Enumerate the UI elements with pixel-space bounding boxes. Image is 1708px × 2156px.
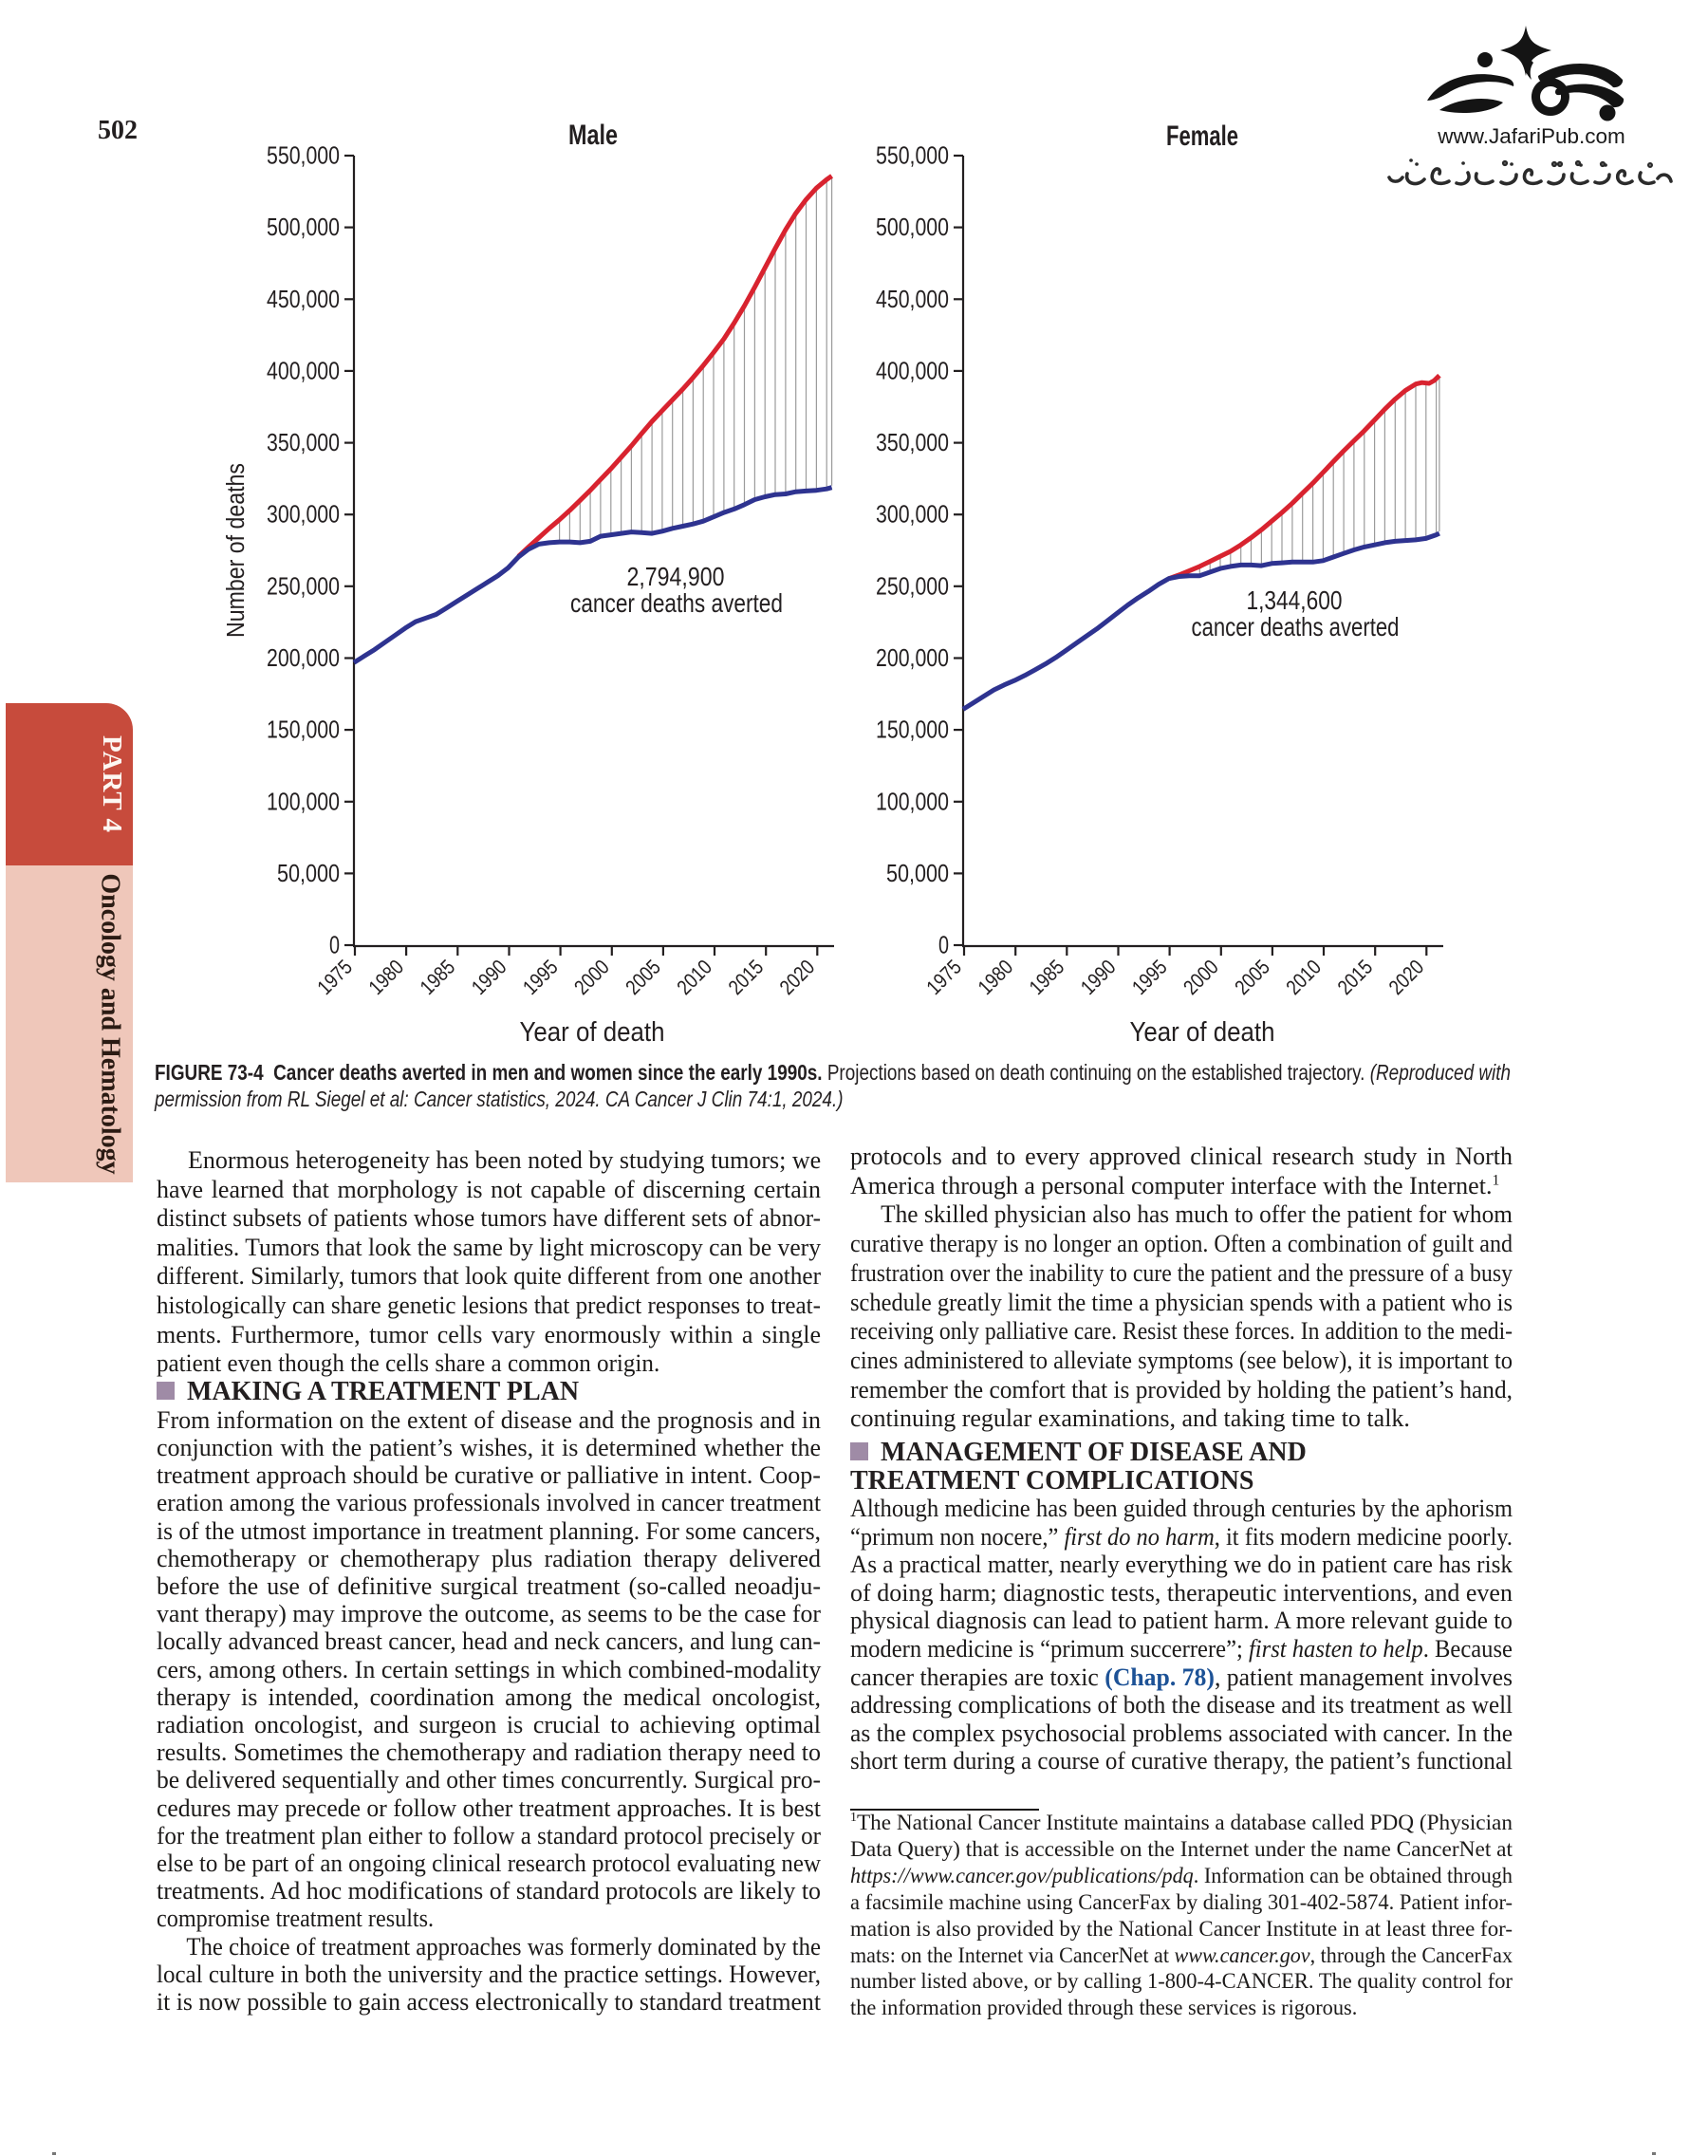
svg-text:2000: 2000	[569, 955, 614, 999]
svg-text:Year of death: Year of death	[520, 1017, 665, 1048]
svg-text:cancer deaths averted: cancer deaths averted	[1192, 612, 1400, 641]
svg-text:150,000: 150,000	[267, 717, 340, 744]
svg-text:2005: 2005	[1230, 955, 1274, 999]
svg-text:www.JafariPub.com: www.JafariPub.com	[1437, 124, 1625, 148]
svg-text:350,000: 350,000	[267, 430, 340, 456]
svg-text:1995: 1995	[518, 955, 563, 999]
svg-text:0: 0	[329, 933, 340, 959]
svg-text:300,000: 300,000	[876, 502, 949, 529]
svg-text:50,000: 50,000	[277, 861, 340, 887]
svg-text:550,000: 550,000	[267, 143, 340, 170]
svg-text:Male: Male	[568, 120, 618, 151]
svg-text:550,000: 550,000	[876, 143, 949, 170]
svg-text:2005: 2005	[621, 955, 665, 999]
svg-text:1980: 1980	[363, 955, 408, 999]
svg-text:cancer deaths averted: cancer deaths averted	[570, 588, 783, 618]
svg-text:250,000: 250,000	[267, 573, 340, 600]
svg-text:100,000: 100,000	[876, 789, 949, 815]
svg-text:500,000: 500,000	[267, 214, 340, 241]
svg-text:200,000: 200,000	[876, 645, 949, 672]
svg-text:2015: 2015	[1333, 955, 1378, 999]
svg-text:1990: 1990	[1076, 955, 1121, 999]
svg-text:200,000: 200,000	[267, 645, 340, 672]
svg-text:50,000: 50,000	[886, 861, 949, 887]
svg-text:150,000: 150,000	[876, 717, 949, 744]
svg-text:1980: 1980	[974, 955, 1018, 999]
svg-text:450,000: 450,000	[267, 287, 340, 313]
svg-text:Number of deaths: Number of deaths	[223, 463, 250, 638]
svg-text:300,000: 300,000	[267, 502, 340, 529]
svg-text:1985: 1985	[1025, 955, 1069, 999]
svg-text:2,794,900: 2,794,900	[627, 562, 725, 591]
svg-text:1975: 1975	[312, 955, 357, 999]
svg-text:2020: 2020	[1384, 955, 1429, 999]
svg-text:2010: 2010	[672, 955, 716, 999]
svg-text:2010: 2010	[1281, 955, 1326, 999]
svg-text:0: 0	[938, 933, 949, 959]
svg-text:Year of death: Year of death	[1130, 1017, 1275, 1048]
svg-text:1990: 1990	[467, 955, 511, 999]
svg-text:100,000: 100,000	[267, 789, 340, 815]
svg-text:1,344,600: 1,344,600	[1247, 585, 1343, 615]
svg-text:500,000: 500,000	[876, 214, 949, 241]
svg-text:2020: 2020	[775, 955, 820, 999]
svg-text:1985: 1985	[416, 955, 460, 999]
svg-text:400,000: 400,000	[876, 358, 949, 384]
svg-text:Female: Female	[1166, 121, 1238, 152]
svg-text:350,000: 350,000	[876, 430, 949, 456]
svg-text:1975: 1975	[921, 955, 966, 999]
svg-text:2015: 2015	[724, 955, 769, 999]
svg-text:400,000: 400,000	[267, 358, 340, 384]
svg-text:450,000: 450,000	[876, 287, 949, 313]
svg-text:250,000: 250,000	[876, 573, 949, 600]
svg-text:2000: 2000	[1179, 955, 1223, 999]
svg-text:1995: 1995	[1127, 955, 1172, 999]
